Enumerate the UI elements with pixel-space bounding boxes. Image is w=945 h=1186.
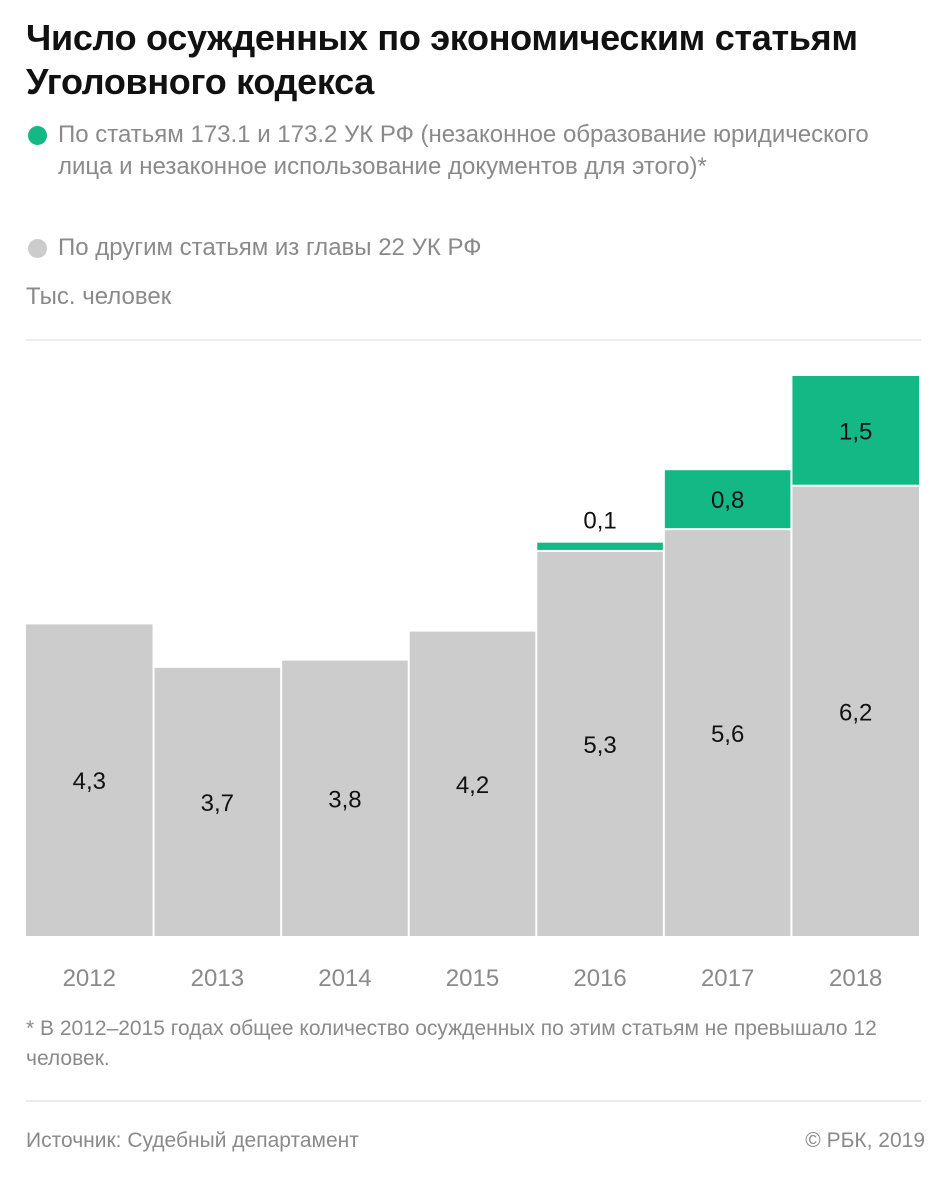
x-tick-2015: 2015 bbox=[446, 965, 499, 992]
bar-label-other-2018: 6,2 bbox=[839, 699, 872, 726]
x-tick-2016: 2016 bbox=[573, 965, 626, 992]
bar-label-other-2016: 5,3 bbox=[583, 732, 616, 759]
bar-label-173-2016: 0,1 bbox=[583, 508, 616, 535]
source-text: Источник: Судебный департамент bbox=[26, 1129, 359, 1152]
bar-chart: 4,3 2012 3,7 2013 3,8 2014 4,2 2015 5,3 0,1 2016 5,… bbox=[26, 376, 919, 992]
legend-swatch-green bbox=[28, 126, 47, 145]
bar-other-2017 bbox=[664, 530, 791, 936]
bar-other-2018 bbox=[792, 486, 919, 936]
copyright-text: © РБК, 2019 bbox=[805, 1129, 925, 1152]
legend-swatch-gray bbox=[28, 239, 47, 258]
bar-other-2016 bbox=[537, 551, 663, 936]
legend-item-173: По статьям 173.1 и 173.2 УК РФ (незаконн… bbox=[26, 119, 886, 183]
bar-label-other-2012: 4,3 bbox=[73, 768, 106, 795]
bar-other-2013 bbox=[154, 667, 281, 936]
unit-label: Тыс. человек bbox=[26, 283, 172, 310]
bottom-divider bbox=[26, 1100, 921, 1102]
legend-item-other: По другим статьям из главы 22 УК РФ bbox=[26, 232, 886, 264]
bar-other-2014 bbox=[282, 660, 408, 936]
bar-label-other-2014: 3,8 bbox=[328, 786, 361, 813]
bar-label-173-2018: 1,5 bbox=[839, 418, 872, 445]
bar-label-other-2017: 5,6 bbox=[711, 721, 744, 748]
x-tick-2018: 2018 bbox=[829, 965, 882, 992]
x-tick-2014: 2014 bbox=[318, 965, 371, 992]
footnote: * В 2012–2015 годах общее количество осу… bbox=[26, 1017, 877, 1070]
legend-label-173: По статьям 173.1 и 173.2 УК РФ (незаконн… bbox=[58, 121, 869, 180]
top-divider bbox=[26, 339, 921, 341]
bar-other-2015 bbox=[409, 631, 536, 936]
bar-label-other-2013: 3,7 bbox=[201, 790, 234, 817]
bar-173-2018 bbox=[792, 376, 919, 485]
legend-label-other: По другим статьям из главы 22 УК РФ bbox=[58, 234, 482, 261]
bar-other-2012 bbox=[26, 624, 153, 936]
bar-label-other-2015: 4,2 bbox=[456, 772, 489, 799]
x-tick-2012: 2012 bbox=[63, 965, 116, 992]
x-tick-2017: 2017 bbox=[701, 965, 754, 992]
bar-label-173-2017: 0,8 bbox=[711, 487, 744, 514]
chart-title: Число осужденных по экономическим статья… bbox=[26, 17, 858, 102]
x-tick-2013: 2013 bbox=[191, 965, 244, 992]
bar-173-2017 bbox=[664, 470, 791, 529]
bar-173-2016 bbox=[537, 542, 663, 550]
